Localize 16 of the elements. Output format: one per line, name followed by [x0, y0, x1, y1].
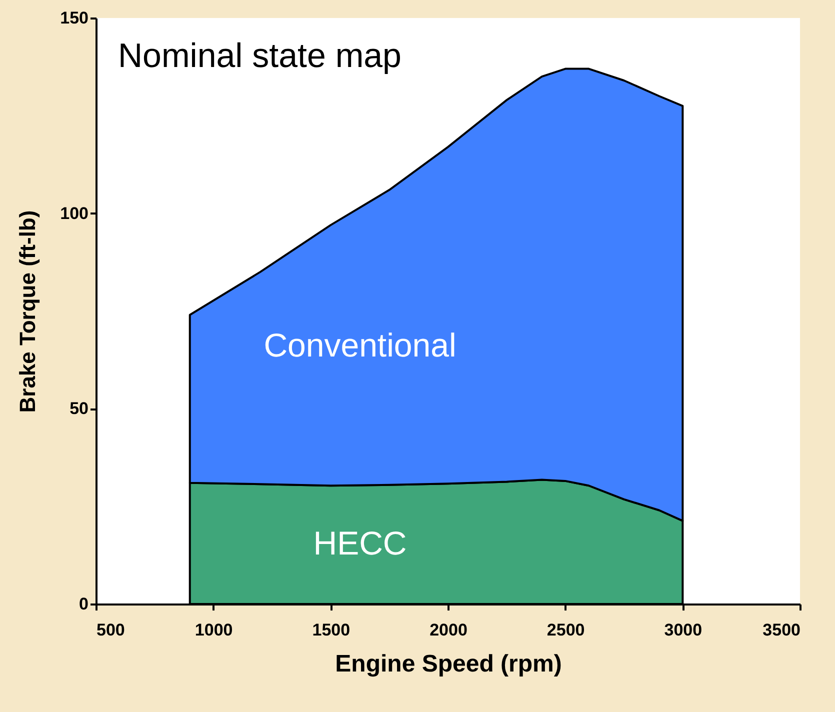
y-tick-label: 100 — [60, 204, 88, 223]
x-tick-label: 3500 — [762, 620, 800, 640]
series-label: Conventional — [264, 326, 456, 364]
x-tick-label: 2500 — [546, 620, 585, 640]
x-tick-label: 2000 — [430, 620, 468, 640]
text: Nominal state map — [118, 37, 402, 75]
series-label: HECC — [313, 524, 407, 562]
x-tick-label: 1000 — [194, 620, 233, 640]
y-tick-label: 0 — [79, 594, 88, 614]
x-tick-label: 3000 — [664, 620, 702, 640]
x-axis-title: Engine Speed (rpm) — [335, 650, 562, 678]
y-tick-label: 150 — [60, 8, 88, 28]
x-tick-label: 500 — [96, 620, 125, 640]
y-tick-label: 50 — [70, 399, 88, 418]
y-axis-title: Brake Torque (ft-lb) — [15, 210, 40, 413]
x-tick-label: 1500 — [312, 620, 350, 640]
